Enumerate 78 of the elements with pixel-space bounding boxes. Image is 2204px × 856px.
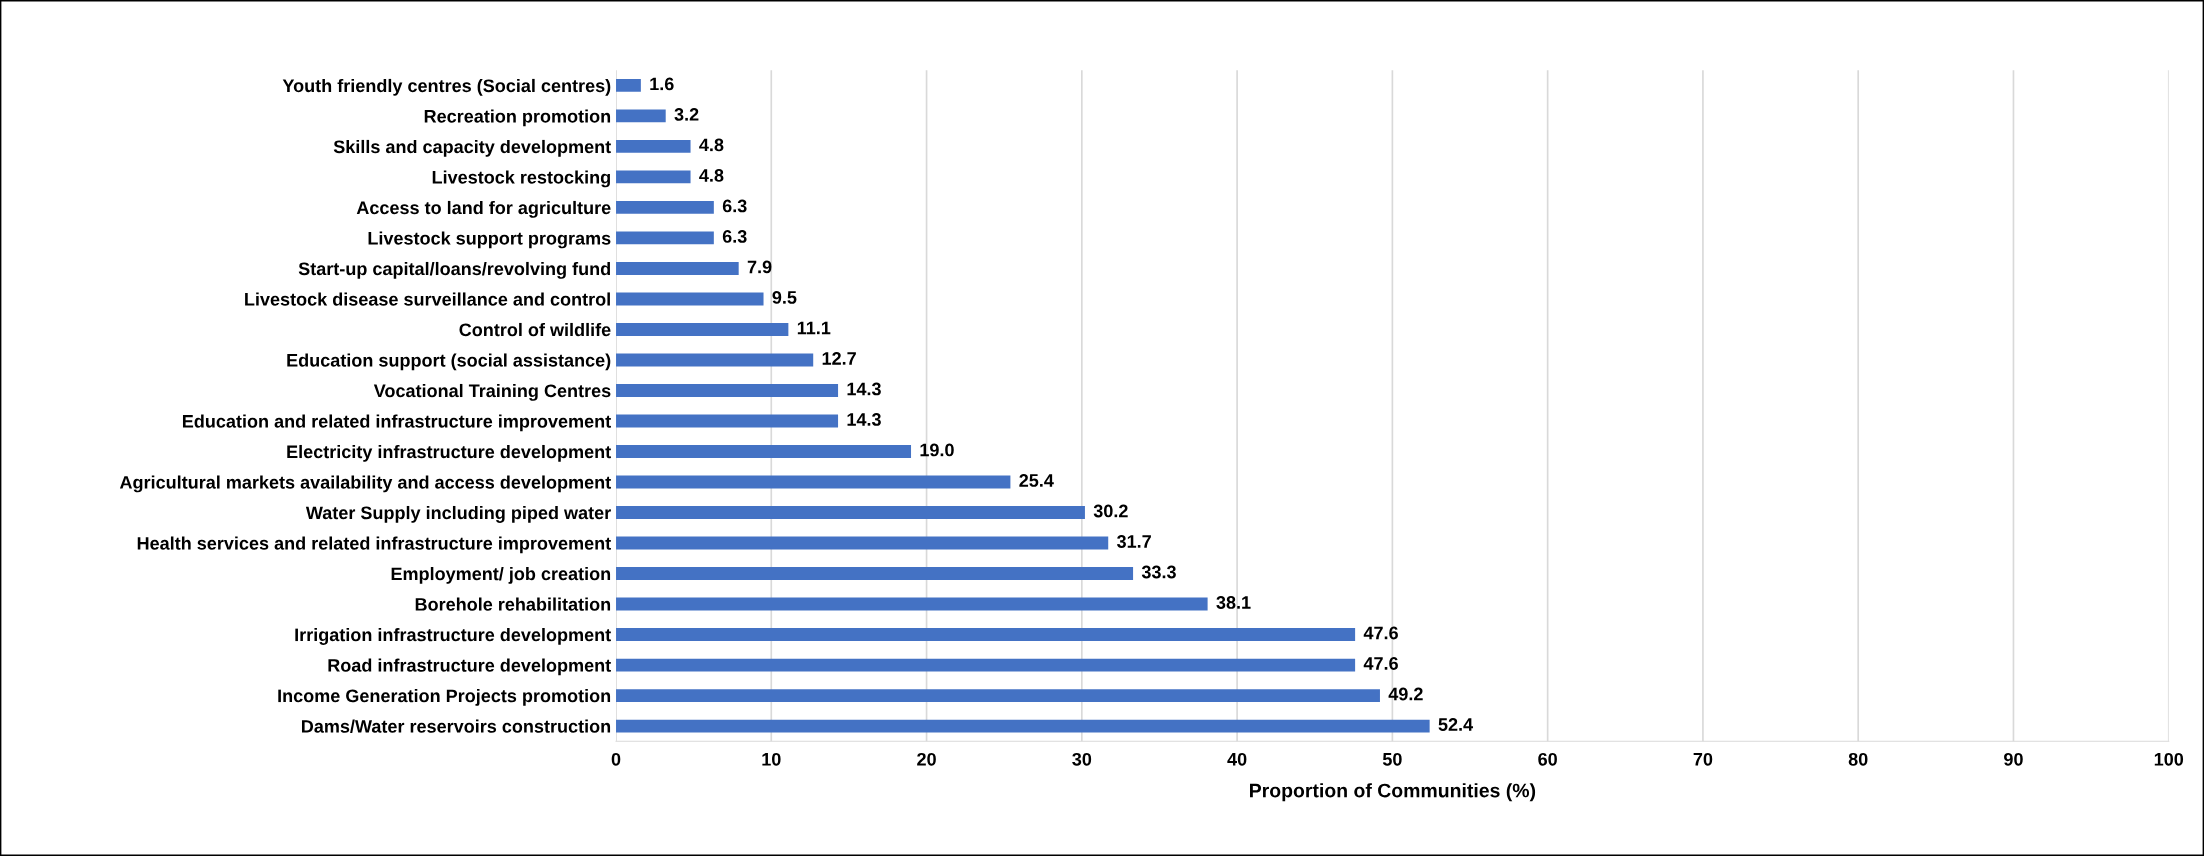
x-tick-label: 50 [1382,752,1402,766]
data-label: 7.9 [747,260,772,274]
data-label: 14.3 [847,382,881,396]
x-tick-label: 80 [1848,752,1868,766]
bar [616,231,714,245]
y-tick-label: Recreation promotion [424,109,611,127]
bar [616,719,1430,733]
x-tick-label: 100 [2154,752,2184,766]
x-tick-label: 60 [1538,752,1557,766]
y-tick-label: Electricity infrastructure development [287,444,611,462]
x-axis-title: Proportion of Communities (%) [1250,783,1536,802]
x-tick-label: 10 [762,752,781,766]
y-tick-label: Education support (social assistance) [287,353,611,371]
data-label: 6.3 [722,230,747,243]
bar [616,109,666,123]
data-label: 49.2 [1388,687,1423,701]
data-label: 52.4 [1438,718,1474,731]
y-tick-label: Road infrastructure development [328,658,611,676]
y-tick-label: Income Generation Projects promotion [278,689,611,706]
bar [616,384,839,397]
data-label: 14.3 [847,413,881,426]
data-label: 12.7 [822,352,856,365]
y-tick-label: Employment/ job creation [391,566,611,584]
x-tick-label: 70 [1693,752,1713,766]
y-tick-label: Water Supply including piped water [305,505,611,523]
bar [616,597,1208,611]
bar [616,445,912,458]
data-label: 31.7 [1116,535,1151,548]
data-label: 47.6 [1363,657,1398,670]
bar [616,201,714,214]
bar [616,262,739,275]
bar [616,658,1356,672]
bar [616,323,789,336]
y-tick-label: Start-up capital/loans/revolving fund [298,261,610,279]
bar [616,79,641,92]
bar [616,689,1380,702]
x-tick-label: 30 [1072,752,1092,766]
y-tick-label: Vocational Training Centres [373,383,611,401]
y-tick-label: Control of wildlife [459,322,611,337]
data-label: 11.1 [797,321,831,335]
y-tick-label: Livestock support programs [368,231,611,249]
bar [616,475,1011,489]
data-label: 4.8 [699,169,724,182]
y-tick-label: Borehole rehabilitation [415,597,611,611]
x-tick-label: 0 [611,752,621,766]
data-label: 6.3 [722,199,747,213]
y-tick-label: Livestock restocking [432,170,610,188]
bar [616,140,691,153]
y-tick-label: Youth friendly centres (Social centres) [282,78,611,96]
bar [616,414,839,428]
data-label: 30.2 [1093,504,1128,518]
y-tick-label: Education and related infrastructure improvement [182,414,611,432]
y-tick-label: Dams/Water reservoirs construction [301,719,611,733]
bar [616,353,814,367]
bar [616,506,1085,519]
data-label: 38.1 [1216,596,1251,609]
bar [616,536,1109,550]
x-tick-label: 20 [917,752,936,766]
data-label: 33.3 [1141,565,1176,579]
y-tick-label: Skills and capacity development [333,139,611,157]
x-tick-label: 40 [1227,752,1247,766]
y-tick-label: Irrigation infrastructure development [295,627,611,645]
x-tick-label: 90 [2004,752,2023,766]
data-label: 47.6 [1363,626,1398,640]
data-label: 19.0 [920,443,954,457]
y-tick-label: Agricultural markets availability and access development [119,475,611,493]
bar [616,292,764,306]
y-tick-label: Health services and related infrastructure improvement [137,536,611,554]
y-tick-label: Access to land for agriculture [356,200,611,218]
y-tick-label: Livestock disease surveillance and control [245,292,610,306]
bar [616,170,691,184]
data-label: 25.4 [1019,474,1054,487]
bar [616,567,1134,580]
data-label: 9.5 [772,291,797,304]
bar [616,628,1356,641]
data-label: 4.8 [699,138,724,152]
data-label: 1.6 [650,77,674,91]
data-label: 3.2 [674,108,699,121]
